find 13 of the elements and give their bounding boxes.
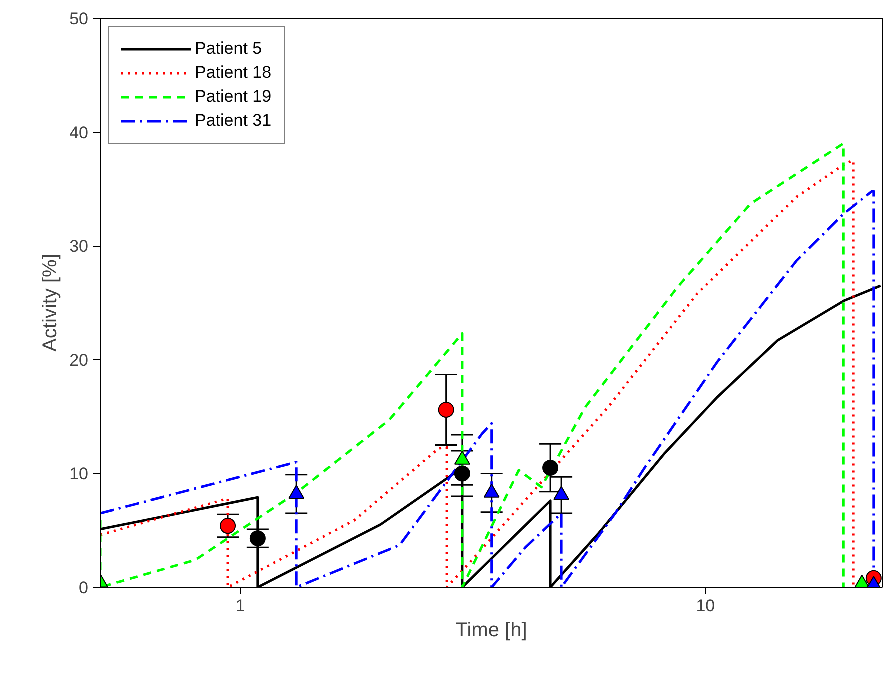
- y-tick-label: 50: [70, 10, 89, 28]
- x-tick-label: 1: [236, 596, 246, 616]
- legend-label: Patient 18: [195, 63, 272, 83]
- legend-label: Patient 5: [195, 39, 262, 59]
- legend-label: Patient 31: [195, 111, 272, 131]
- y-tick-label: 30: [70, 237, 89, 256]
- y-tick-label: 20: [70, 350, 89, 370]
- y-tick-label: 10: [70, 464, 89, 484]
- y-tick-label: 0: [79, 578, 89, 598]
- y-tick-label: 40: [70, 123, 89, 142]
- legend-label: Patient 19: [195, 87, 272, 107]
- x-axis-title: Time [h]: [456, 620, 528, 642]
- y-axis-title: Activity [%]: [40, 254, 62, 352]
